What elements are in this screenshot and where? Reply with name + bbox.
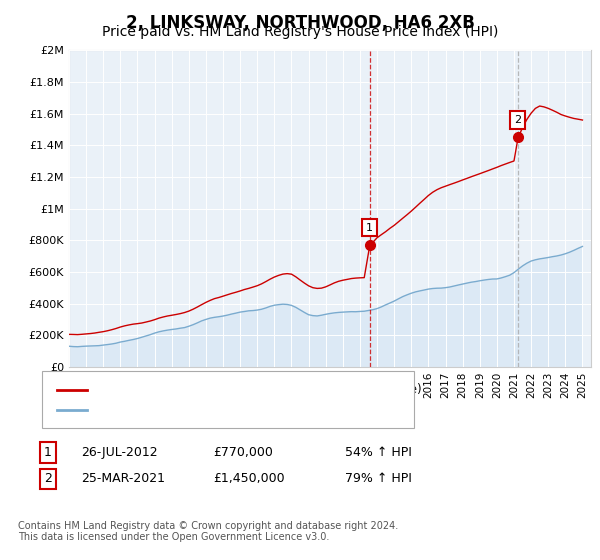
Text: 2: 2 [44,472,52,486]
Text: 26-JUL-2012: 26-JUL-2012 [81,446,158,459]
Text: 25-MAR-2021: 25-MAR-2021 [81,472,165,486]
Text: 2: 2 [514,115,521,125]
Text: £770,000: £770,000 [213,446,273,459]
Text: 2, LINKSWAY, NORTHWOOD, HA6 2XB (detached house): 2, LINKSWAY, NORTHWOOD, HA6 2XB (detache… [93,383,422,396]
Text: 1: 1 [44,446,52,459]
Text: £1,450,000: £1,450,000 [213,472,284,486]
Text: 1: 1 [366,222,373,232]
Text: 54% ↑ HPI: 54% ↑ HPI [345,446,412,459]
Text: Contains HM Land Registry data © Crown copyright and database right 2024.
This d: Contains HM Land Registry data © Crown c… [18,521,398,543]
Text: 79% ↑ HPI: 79% ↑ HPI [345,472,412,486]
Text: HPI: Average price, detached house, Hillingdon: HPI: Average price, detached house, Hill… [93,403,371,417]
Text: 2, LINKSWAY, NORTHWOOD, HA6 2XB: 2, LINKSWAY, NORTHWOOD, HA6 2XB [125,14,475,32]
Text: Price paid vs. HM Land Registry's House Price Index (HPI): Price paid vs. HM Land Registry's House … [102,25,498,39]
